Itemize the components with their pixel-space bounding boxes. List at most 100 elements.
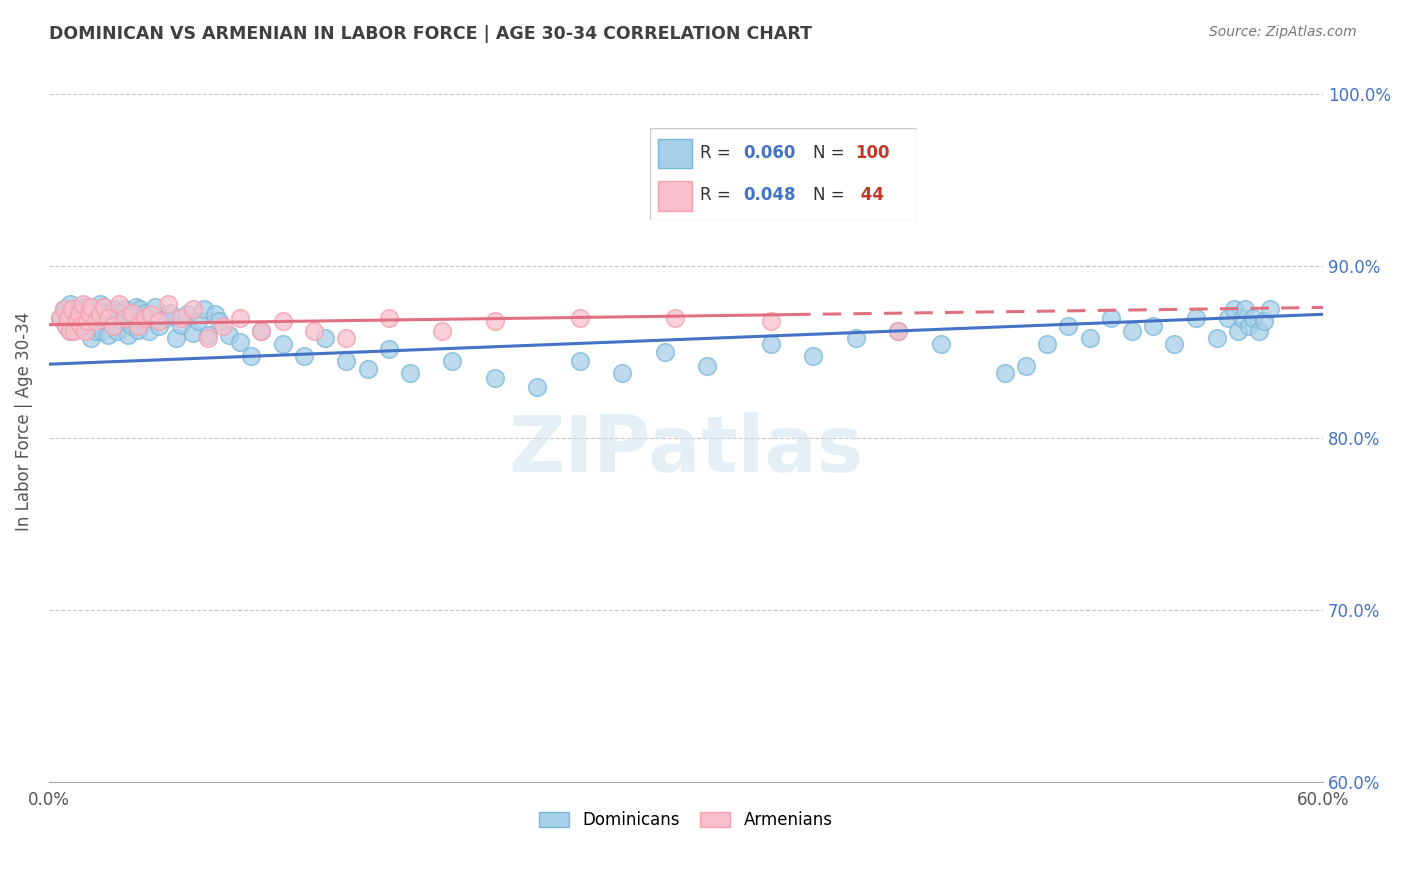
- Point: [1253, 314, 1275, 328]
- Bar: [658, 139, 693, 169]
- Point: [52, 302, 75, 317]
- Point: [1057, 319, 1080, 334]
- Point: [96, 314, 118, 328]
- Point: [208, 314, 231, 328]
- Point: [250, 325, 273, 339]
- Text: R =: R =: [700, 145, 737, 162]
- Point: [1223, 302, 1246, 317]
- Point: [183, 326, 205, 341]
- Point: [759, 314, 782, 328]
- Point: [122, 310, 145, 325]
- Point: [193, 302, 215, 317]
- Point: [93, 301, 115, 315]
- Point: [63, 325, 86, 339]
- Point: [176, 307, 198, 321]
- Point: [169, 318, 191, 332]
- Point: [97, 310, 120, 325]
- Text: 100: 100: [855, 145, 890, 162]
- Point: [377, 310, 399, 325]
- Point: [1249, 325, 1271, 339]
- Point: [441, 353, 464, 368]
- Point: [60, 302, 83, 317]
- Point: [142, 312, 165, 326]
- Point: [271, 336, 294, 351]
- Point: [134, 310, 156, 325]
- Point: [59, 325, 82, 339]
- Point: [292, 349, 315, 363]
- Point: [526, 379, 548, 393]
- Point: [159, 305, 181, 319]
- Text: N =: N =: [813, 145, 849, 162]
- Point: [108, 312, 131, 326]
- Point: [568, 310, 591, 325]
- Point: [229, 334, 252, 349]
- Point: [1184, 310, 1206, 325]
- Point: [127, 319, 149, 334]
- Point: [87, 310, 110, 325]
- Text: R =: R =: [700, 186, 737, 204]
- Point: [114, 310, 136, 325]
- Point: [69, 307, 91, 321]
- Point: [93, 301, 115, 315]
- Bar: [658, 181, 693, 211]
- Point: [197, 331, 219, 345]
- Text: N =: N =: [813, 186, 849, 204]
- Point: [1227, 325, 1250, 339]
- Point: [108, 297, 131, 311]
- Point: [229, 310, 252, 325]
- Point: [89, 307, 111, 321]
- Point: [304, 325, 326, 339]
- Point: [803, 349, 825, 363]
- Point: [55, 319, 77, 334]
- Point: [56, 314, 79, 328]
- Point: [76, 314, 98, 328]
- Point: [148, 314, 170, 328]
- Y-axis label: In Labor Force | Age 30-34: In Labor Force | Age 30-34: [15, 311, 32, 531]
- Point: [80, 301, 103, 315]
- Point: [105, 325, 128, 339]
- Point: [887, 325, 910, 339]
- Point: [664, 310, 686, 325]
- Point: [114, 302, 136, 317]
- Point: [845, 331, 868, 345]
- Point: [65, 302, 87, 317]
- Point: [212, 319, 235, 334]
- Point: [187, 314, 209, 328]
- Text: 0.048: 0.048: [744, 186, 796, 204]
- Text: Source: ZipAtlas.com: Source: ZipAtlas.com: [1209, 25, 1357, 39]
- Point: [1121, 325, 1143, 339]
- Point: [101, 319, 124, 334]
- Point: [121, 319, 143, 334]
- Point: [143, 301, 166, 315]
- Point: [218, 327, 240, 342]
- Point: [75, 301, 97, 315]
- Point: [79, 310, 101, 325]
- Point: [59, 325, 82, 339]
- Point: [79, 305, 101, 319]
- Point: [127, 323, 149, 337]
- Point: [165, 331, 187, 345]
- Point: [759, 336, 782, 351]
- Point: [63, 319, 86, 334]
- Point: [76, 318, 98, 332]
- Point: [1015, 359, 1038, 373]
- Point: [84, 325, 107, 339]
- Point: [271, 314, 294, 328]
- Point: [75, 325, 97, 339]
- Point: [83, 303, 105, 318]
- Point: [117, 327, 139, 342]
- Point: [568, 353, 591, 368]
- Point: [67, 312, 90, 326]
- Point: [1099, 310, 1122, 325]
- Point: [59, 297, 82, 311]
- Point: [1233, 302, 1256, 317]
- Point: [335, 331, 357, 345]
- Point: [118, 307, 141, 321]
- Point: [484, 314, 506, 328]
- Text: ZIPatlas: ZIPatlas: [509, 412, 863, 488]
- Point: [183, 302, 205, 317]
- Text: 0.060: 0.060: [744, 145, 796, 162]
- Point: [91, 325, 114, 339]
- Point: [155, 310, 177, 325]
- Point: [100, 303, 122, 318]
